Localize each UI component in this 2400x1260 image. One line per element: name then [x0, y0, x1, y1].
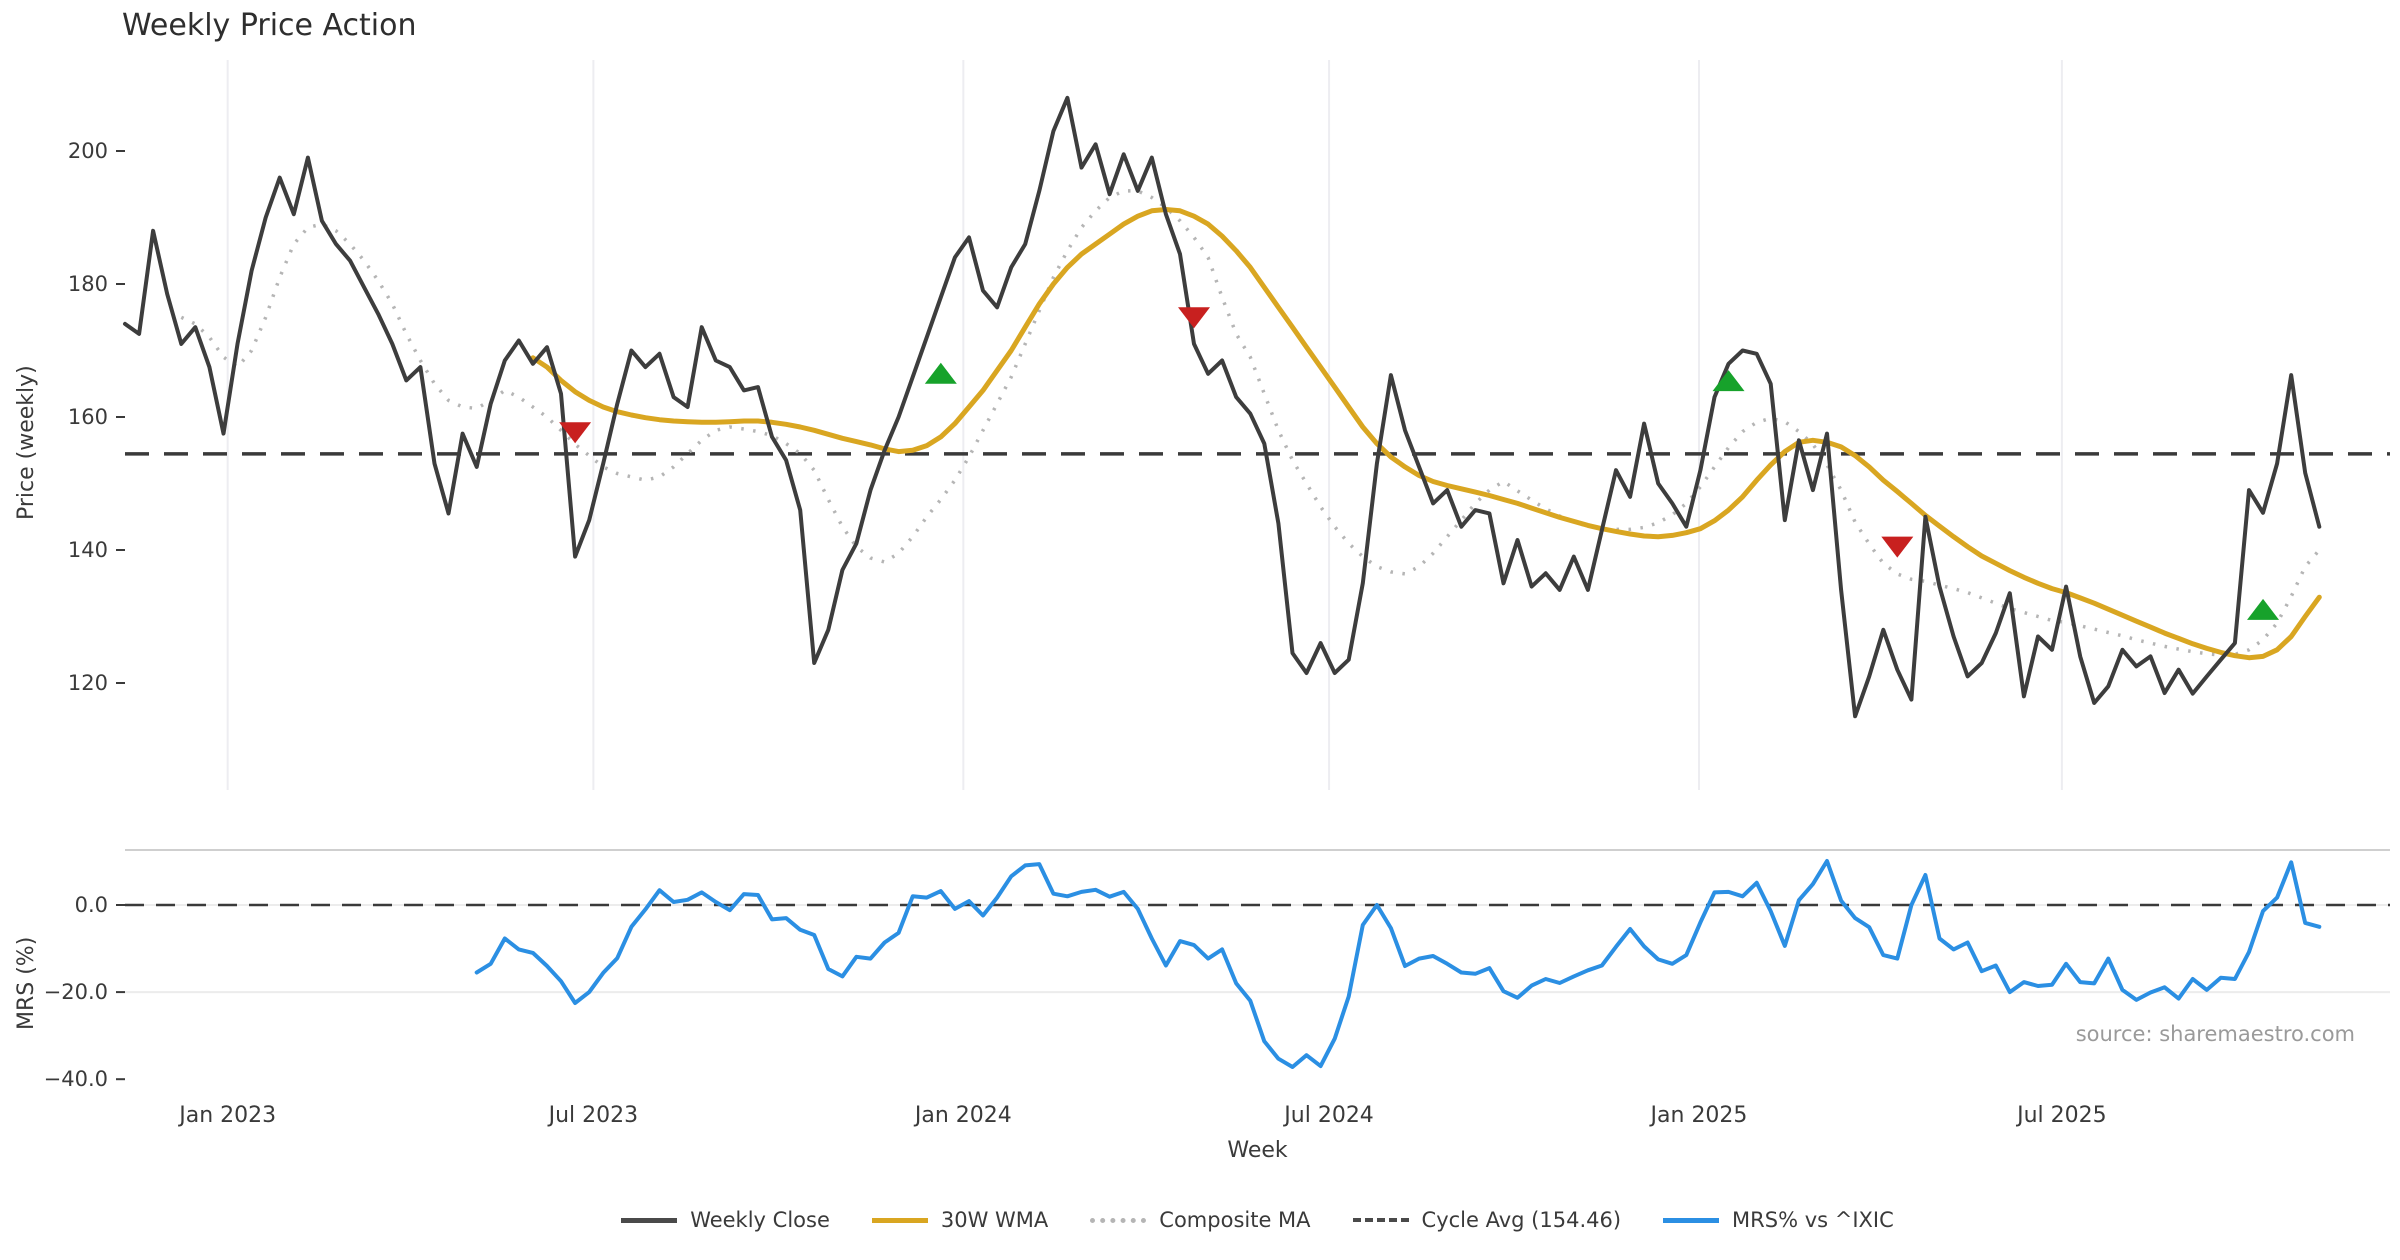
legend-label: Composite MA	[1159, 1208, 1311, 1232]
price-ytick-label: 120	[68, 671, 108, 695]
wma-30w-line	[530, 207, 2322, 661]
price-ytick-label: 200	[68, 139, 108, 163]
buy-signal-triangle-icon	[2247, 598, 2280, 620]
buy-signal-triangle-icon	[924, 362, 957, 384]
mrs-ytick-label: −20.0	[44, 980, 108, 1004]
x-tick-label: Jul 2024	[1282, 1103, 1374, 1128]
mrs-ytick-label: 0.0	[75, 893, 108, 917]
wma-line-swatch-icon	[871, 1217, 928, 1223]
x-tick-label: Jul 2025	[2015, 1103, 2107, 1128]
source-credit: source: sharemaestro.com	[2075, 1022, 2355, 1046]
legend-item-cycle-avg: Cycle Avg (154.46)	[1352, 1208, 1622, 1232]
weekly-close-line-swatch-icon	[621, 1217, 678, 1223]
sell-signal-triangle-icon	[1881, 536, 1914, 558]
x-tick-label: Jan 2024	[913, 1103, 1012, 1128]
legend-item-30w-wma: 30W WMA	[871, 1208, 1049, 1232]
price-ytick-label: 140	[68, 538, 108, 562]
mrs-line-swatch-icon	[1663, 1217, 1720, 1223]
legend-item-mrs: MRS% vs ^IXIC	[1663, 1208, 1894, 1232]
legend-item-composite-ma: Composite MA	[1090, 1208, 1311, 1232]
composite-ma-line	[180, 189, 2321, 657]
price-ytick-label: 160	[68, 405, 108, 429]
legend-label: 30W WMA	[940, 1208, 1049, 1232]
page-title: Weekly Price Action	[122, 8, 417, 43]
legend-label: Cycle Avg (154.46)	[1421, 1208, 1622, 1232]
weekly-close-line	[123, 95, 2322, 719]
buy-signal-triangle-icon	[1712, 370, 1745, 392]
chart-legend: Weekly Close 30W WMA Composite MA Cycle …	[125, 1208, 2390, 1232]
legend-item-weekly-close: Weekly Close	[621, 1208, 830, 1232]
week-axis-label: Week	[1227, 1138, 1288, 1163]
x-tick-label: Jan 2025	[1649, 1103, 1748, 1128]
sell-signal-triangle-icon	[559, 422, 592, 444]
x-tick-label: Jan 2023	[177, 1103, 276, 1128]
mrs-line	[474, 859, 2322, 1069]
mrs-ytick-label: −40.0	[44, 1067, 108, 1091]
x-tick-label: Jul 2023	[547, 1103, 639, 1128]
legend-label: Weekly Close	[690, 1208, 830, 1232]
composite-ma-swatch-icon	[1090, 1217, 1147, 1223]
price-ytick-label: 180	[68, 272, 108, 296]
legend-label: MRS% vs ^IXIC	[1732, 1208, 1894, 1232]
cycle-avg-swatch-icon	[1352, 1218, 1409, 1222]
sell-signal-triangle-icon	[1178, 307, 1211, 329]
